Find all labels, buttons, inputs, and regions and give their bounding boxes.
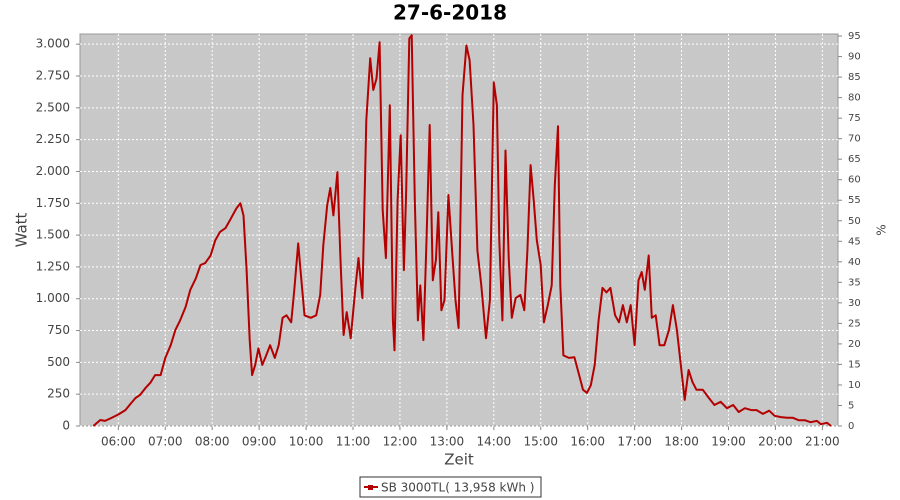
y2-tick-label: 35 <box>848 277 861 288</box>
x-tick-label: 09:00 <box>242 435 277 449</box>
y-tick-label: 500 <box>47 355 70 369</box>
y-tick-label: 3.000 <box>36 37 70 51</box>
legend-marker <box>368 485 373 490</box>
y2-tick-label: 65 <box>848 154 861 165</box>
y2-tick-label: 25 <box>848 318 861 329</box>
x-tick-label: 10:00 <box>289 435 324 449</box>
y2-tick-label: 40 <box>848 257 861 268</box>
data-line <box>92 34 832 427</box>
y2-tick-label: 20 <box>848 339 861 350</box>
y2-tick-label: 55 <box>848 195 861 206</box>
y2-tick-label: 0 <box>848 421 854 432</box>
x-tick-label: 14:00 <box>477 435 512 449</box>
x-tick-label: 11:00 <box>336 435 371 449</box>
y-tick-label: 750 <box>47 323 70 337</box>
x-tick-label: 12:00 <box>383 435 418 449</box>
plot-area <box>79 33 839 427</box>
x-tick-label: 07:00 <box>148 435 183 449</box>
y2-tick-label: 30 <box>848 298 861 309</box>
y2-tick-label: 80 <box>848 93 861 104</box>
x-tick-label: 15:00 <box>523 435 558 449</box>
y-tick-label: 2.000 <box>36 164 70 178</box>
y2-tick-label: 10 <box>848 380 861 391</box>
y-tick-label: 2.250 <box>36 132 70 146</box>
y2-tick-label: 45 <box>848 236 861 247</box>
x-tick-label: 06:00 <box>101 435 136 449</box>
y-tick-label: 0 <box>62 419 70 433</box>
y2-tick-label: 5 <box>848 400 854 411</box>
y2-tick-label: 75 <box>848 113 861 124</box>
chart-title: 27-6-2018 <box>393 1 507 25</box>
y-tick-label: 1.000 <box>36 291 70 305</box>
y2-tick-label: 15 <box>848 359 861 370</box>
x-axis-title: Zeit <box>444 451 474 469</box>
y-tick-label: 1.500 <box>36 228 70 242</box>
y2-tick-label: 70 <box>848 134 861 145</box>
x-tick-label: 13:00 <box>430 435 465 449</box>
legend <box>359 476 542 498</box>
x-tick-label: 21:00 <box>805 435 840 449</box>
y2-tick-label: 50 <box>848 216 861 227</box>
y-tick-label: 1.750 <box>36 196 70 210</box>
y2-axis-title: % <box>875 224 889 235</box>
x-tick-label: 20:00 <box>758 435 793 449</box>
legend-label: SB 3000TL( 13,958 kWh ) <box>381 481 534 495</box>
y-tick-label: 2.750 <box>36 69 70 83</box>
y2-tick-label: 90 <box>848 52 861 63</box>
x-tick-label: 18:00 <box>664 435 699 449</box>
y-tick-label: 2.500 <box>36 100 70 114</box>
x-tick-label: 19:00 <box>711 435 746 449</box>
y-axis-title: Watt <box>13 212 31 247</box>
y2-tick-label: 60 <box>848 175 861 186</box>
x-tick-label: 08:00 <box>195 435 230 449</box>
x-tick-label: 17:00 <box>617 435 652 449</box>
x-tick-label: 16:00 <box>570 435 605 449</box>
y2-tick-label: 85 <box>848 72 861 83</box>
y-tick-label: 1.250 <box>36 259 70 273</box>
y2-tick-label: 95 <box>848 31 861 42</box>
y-tick-label: 250 <box>47 387 70 401</box>
